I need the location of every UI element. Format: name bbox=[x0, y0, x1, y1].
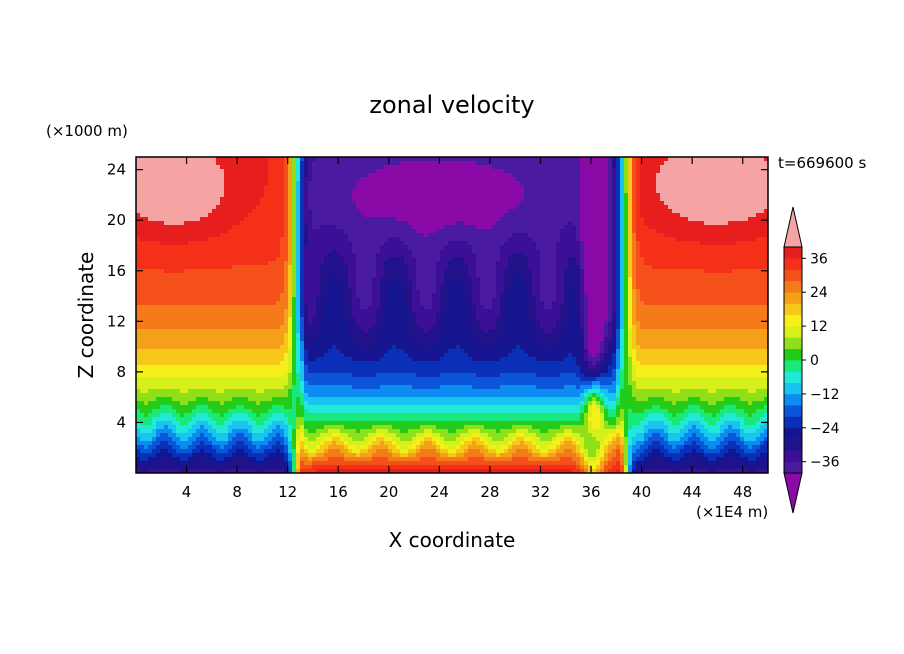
colorbar-swatch bbox=[784, 247, 802, 259]
x-tick-label: 12 bbox=[278, 483, 297, 501]
colorbar-swatch bbox=[784, 348, 802, 361]
colorbar-swatch bbox=[784, 439, 802, 451]
colorbar-swatch bbox=[784, 303, 802, 316]
colorbar-swatch bbox=[784, 337, 802, 349]
colorbar-swatch bbox=[784, 393, 802, 406]
x-tick-label: 16 bbox=[329, 483, 348, 501]
x-tick-label: 40 bbox=[632, 483, 651, 501]
time-label: t=669600 s bbox=[778, 154, 866, 172]
x-tick-label: 28 bbox=[480, 483, 499, 501]
colorbar-label: −36 bbox=[810, 455, 840, 471]
colorbar-label: 24 bbox=[810, 285, 828, 301]
colorbar-swatch bbox=[784, 314, 802, 327]
y-tick-label: 24 bbox=[107, 161, 126, 179]
colorbar-swatch bbox=[784, 427, 802, 440]
y-tick-label: 16 bbox=[107, 262, 126, 280]
chart-title: zonal velocity bbox=[369, 91, 534, 119]
y-tick-label: 12 bbox=[107, 312, 126, 330]
colorbar-label: 36 bbox=[810, 251, 828, 267]
colorbar-under-triangle bbox=[783, 472, 803, 514]
x-tick-label: 32 bbox=[531, 483, 550, 501]
colorbar: 36 24 12 0 −12 −24 −36 bbox=[783, 206, 840, 514]
x-tick-label: 36 bbox=[581, 483, 600, 501]
x-tick-label: 8 bbox=[232, 483, 242, 501]
x-tick-label: 24 bbox=[430, 483, 449, 501]
y-tick-label: 20 bbox=[107, 211, 126, 229]
colorbar-swatch bbox=[784, 450, 802, 462]
colorbar-swatch bbox=[784, 461, 802, 474]
colorbar-over-triangle bbox=[783, 206, 803, 248]
colorbar-swatch bbox=[784, 360, 802, 372]
colorbar-swatch bbox=[784, 292, 802, 304]
y-tick-label: 4 bbox=[116, 413, 126, 431]
colorbar-label: −24 bbox=[810, 421, 840, 437]
contour-field bbox=[136, 157, 768, 473]
y-unit-label: (×1000 m) bbox=[46, 122, 128, 140]
colorbar-swatch bbox=[784, 371, 802, 383]
plot-frame bbox=[135, 156, 769, 474]
colorbar-swatch bbox=[784, 258, 802, 270]
colorbar-swatch bbox=[784, 280, 802, 293]
x-tick-label: 4 bbox=[182, 483, 192, 501]
colorbar-label: 12 bbox=[810, 319, 828, 335]
x-unit-label: (×1E4 m) bbox=[696, 503, 768, 521]
colorbar-swatch bbox=[784, 416, 802, 429]
colorbar-swatch bbox=[784, 326, 802, 338]
colorbar-swatch bbox=[784, 405, 802, 417]
x-tick-label: 20 bbox=[379, 483, 398, 501]
x-axis-ticks: 4 8 12 16 20 24 28 32 36 40 44 48 bbox=[182, 157, 752, 501]
colorbar-swatch bbox=[784, 382, 802, 395]
x-tick-label: 48 bbox=[733, 483, 752, 501]
y-axis-ticks: 4 8 12 16 20 24 bbox=[107, 161, 768, 431]
y-axis-label: Z coordinate bbox=[74, 252, 98, 379]
colorbar-swatch bbox=[784, 269, 802, 282]
y-tick-label: 8 bbox=[116, 363, 126, 381]
x-axis-label: X coordinate bbox=[389, 528, 516, 552]
x-tick-label: 44 bbox=[683, 483, 702, 501]
colorbar-label: −12 bbox=[810, 387, 840, 403]
colorbar-label: 0 bbox=[810, 353, 819, 369]
